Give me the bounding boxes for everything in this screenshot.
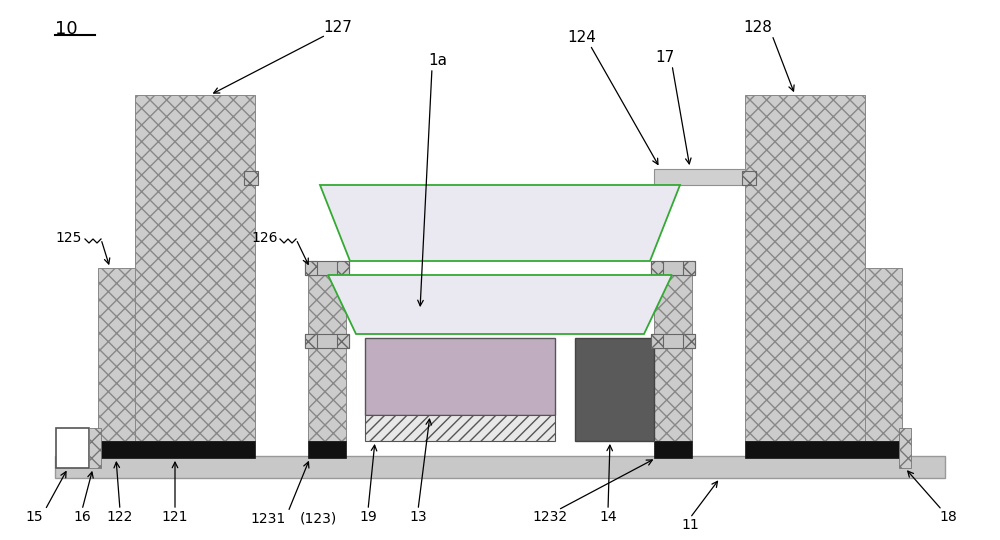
Text: 14: 14 <box>599 510 617 524</box>
Bar <box>654 441 692 458</box>
Bar <box>745 441 902 458</box>
Bar <box>745 95 865 441</box>
Text: 17: 17 <box>655 50 675 65</box>
Text: (123): (123) <box>299 512 337 526</box>
Text: 13: 13 <box>409 510 427 524</box>
Bar <box>654 169 745 185</box>
Text: 10: 10 <box>55 20 78 38</box>
Bar <box>244 171 258 185</box>
Text: 128: 128 <box>744 20 772 35</box>
Bar <box>98 268 135 441</box>
Text: 1231: 1231 <box>250 512 286 526</box>
Bar <box>899 428 911 468</box>
Text: 18: 18 <box>939 510 957 524</box>
Text: 1232: 1232 <box>532 510 568 524</box>
Bar <box>365 415 555 441</box>
Bar <box>55 456 945 478</box>
Text: 15: 15 <box>25 510 43 524</box>
Text: 124: 124 <box>568 30 596 45</box>
Bar <box>865 268 902 441</box>
Text: 19: 19 <box>359 510 377 524</box>
Bar <box>742 171 756 185</box>
Bar <box>308 441 346 458</box>
Bar <box>654 268 692 441</box>
Bar <box>305 334 349 348</box>
Bar <box>651 334 695 348</box>
Text: 125: 125 <box>56 231 82 245</box>
Polygon shape <box>328 275 672 334</box>
Text: 121: 121 <box>162 510 188 524</box>
Text: 16: 16 <box>73 510 91 524</box>
Text: 122: 122 <box>107 510 133 524</box>
Bar <box>575 338 654 441</box>
Text: 1a: 1a <box>428 53 448 68</box>
Bar <box>683 261 695 275</box>
Bar <box>305 334 317 348</box>
Bar <box>365 338 555 415</box>
Text: 126: 126 <box>252 231 278 245</box>
Polygon shape <box>320 185 680 261</box>
Bar <box>651 261 695 275</box>
Bar <box>89 428 101 468</box>
Bar <box>683 334 695 348</box>
Text: 11: 11 <box>681 518 699 532</box>
Bar <box>98 441 255 458</box>
Bar <box>337 334 349 348</box>
Bar <box>56 428 89 468</box>
Text: 127: 127 <box>324 20 352 35</box>
Bar <box>651 334 663 348</box>
Bar <box>305 261 317 275</box>
Bar <box>651 261 663 275</box>
Bar <box>135 95 255 441</box>
Bar <box>305 261 349 275</box>
Bar <box>337 261 349 275</box>
Bar <box>308 268 346 441</box>
